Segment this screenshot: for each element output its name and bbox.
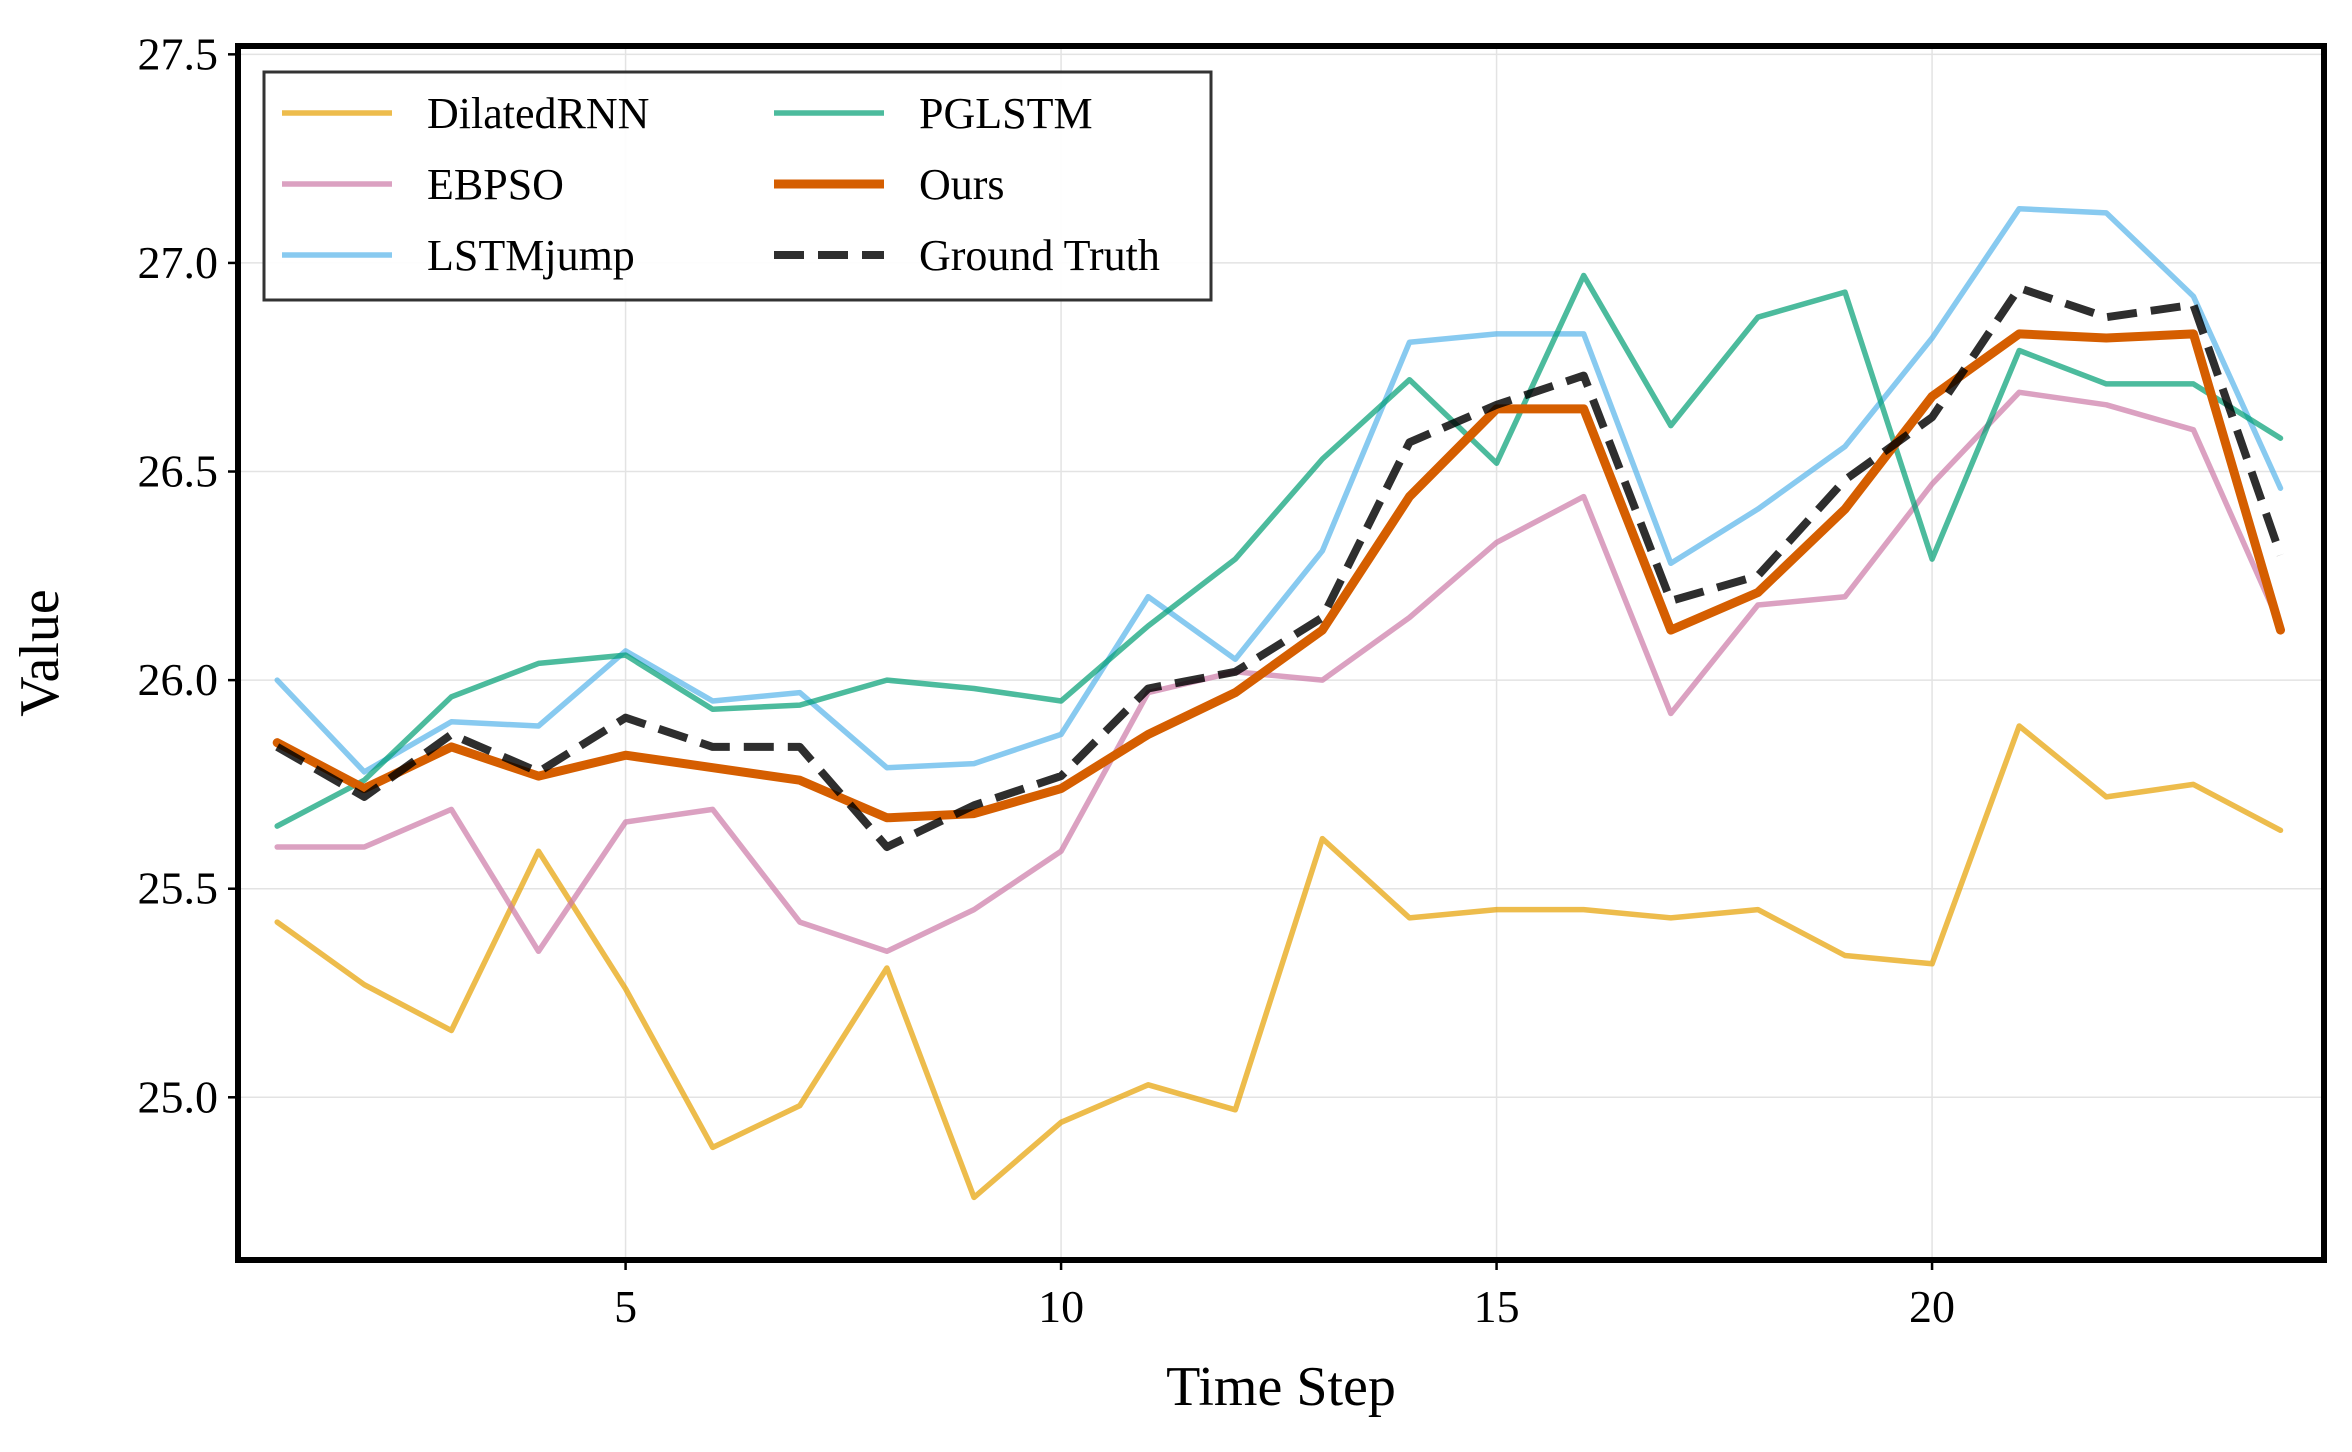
plot-frame [235,43,2327,1263]
legend-label-pglstm: PGLSTM [919,89,1093,138]
y-axis-label: Value [9,589,71,717]
legend-label-lstmjump: LSTMjump [427,231,635,280]
legend-label-ebpso: EBPSO [427,160,564,209]
legend: DilatedRNN EBPSO LSTMjump PGLSTM Ours Ground … [262,70,1213,302]
series-line-pglstm [274,272,2284,829]
axis-ticks: 5 10 15 20 25.0 25.5 26.0 26.5 27.0 27.5 [138,28,1956,1332]
legend-box [262,70,1213,302]
y-tick-label: 27.5 [138,28,219,79]
x-axis-label: Time Step [1166,1356,1396,1418]
x-tick-label: 20 [1909,1281,1955,1332]
series-lines [272,205,2285,1201]
series-line-ours [272,329,2285,823]
series-line-dilatedrnn [274,723,2284,1201]
series-line-ebpso [274,389,2284,955]
y-tick-label: 25.0 [138,1071,219,1122]
legend-label-dilatedrnn: DilatedRNN [427,89,649,138]
y-tick-label: 27.0 [138,237,219,288]
y-tick-label: 26.0 [138,654,219,705]
y-tick-label: 26.5 [138,446,219,497]
legend-label-ours: Ours [919,160,1005,209]
x-tick-label: 15 [1474,1281,1520,1332]
legend-label-ground-truth: Ground Truth [919,231,1160,280]
x-tick-label: 5 [614,1281,637,1332]
series-line-lstmjump [274,205,2284,775]
x-tick-label: 10 [1038,1281,1084,1332]
y-tick-label: 25.5 [138,863,219,914]
series-line-ground-truth [275,284,2285,851]
